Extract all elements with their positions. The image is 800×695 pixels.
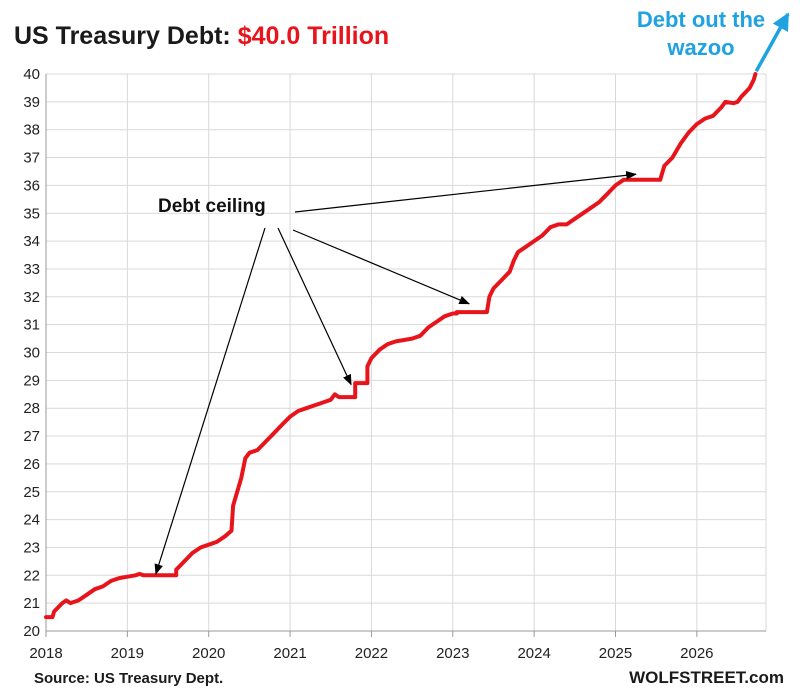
x-tick-label: 2022 bbox=[355, 645, 388, 662]
axes bbox=[45, 74, 766, 637]
gridlines bbox=[45, 73, 767, 632]
y-tick-label: 25 bbox=[23, 484, 40, 501]
y-tick-label: 34 bbox=[23, 233, 40, 250]
brand-logo-text: WOLFSTREET.com bbox=[629, 668, 784, 687]
debt-ceiling-arrow bbox=[154, 227, 266, 575]
y-tick-label: 31 bbox=[23, 317, 40, 334]
chart-title-main: US Treasury Debt: bbox=[14, 22, 231, 50]
x-tick-label: 2019 bbox=[111, 645, 144, 662]
y-tick-label: 39 bbox=[23, 94, 40, 111]
wazoo-line-1: Debt out the bbox=[636, 7, 766, 32]
x-tick-label: 2026 bbox=[680, 645, 713, 662]
x-tick-label: 2021 bbox=[273, 645, 306, 662]
x-tick-label: 2018 bbox=[29, 645, 62, 662]
wazoo-arrow bbox=[754, 12, 790, 73]
y-tick-label: 33 bbox=[23, 261, 40, 278]
debt-line bbox=[44, 72, 758, 620]
x-tick-labels: 2018 2019 2020 2021 2022 2023 2024 2025 2026 bbox=[29, 645, 713, 662]
debt-ceiling-label: Debt ceiling bbox=[158, 196, 266, 217]
source-note: Source: US Treasury Dept. bbox=[34, 670, 224, 687]
y-tick-label: 38 bbox=[23, 122, 40, 139]
y-tick-label: 21 bbox=[23, 595, 40, 612]
debt-ceiling-arrow bbox=[294, 171, 637, 213]
y-tick-label: 35 bbox=[23, 205, 40, 222]
y-tick-label: 28 bbox=[23, 400, 40, 417]
annotation-arrows bbox=[154, 12, 790, 575]
y-tick-label: 36 bbox=[23, 177, 40, 194]
x-tick-label: 2020 bbox=[192, 645, 225, 662]
y-tick-label: 29 bbox=[23, 372, 40, 389]
y-tick-label: 26 bbox=[23, 456, 40, 473]
x-tick-label: 2024 bbox=[517, 645, 550, 662]
wazoo-line-2: wazoo bbox=[667, 35, 735, 60]
wazoo-annotation: Debt out the wazoo bbox=[628, 6, 774, 62]
y-tick-label: 27 bbox=[23, 428, 40, 445]
y-tick-label: 20 bbox=[23, 623, 40, 640]
debt-ceiling-arrow bbox=[292, 229, 471, 305]
x-tick-label: 2023 bbox=[436, 645, 469, 662]
y-tick-label: 37 bbox=[23, 150, 40, 167]
y-tick-label: 32 bbox=[23, 289, 40, 306]
chart-title-highlight: $40.0 Trillion bbox=[237, 22, 390, 50]
y-tick-label: 23 bbox=[23, 539, 40, 556]
y-tick-label: 30 bbox=[23, 345, 40, 362]
chart-title: US Treasury Debt: $40.0 Trillion bbox=[14, 22, 389, 51]
y-tick-labels: 20 21 22 23 24 25 26 27 28 29 30 31 32 33 34 35 36 37 38 39… bbox=[23, 66, 40, 640]
y-tick-label: 40 bbox=[23, 66, 40, 83]
debt-series bbox=[44, 72, 758, 620]
y-tick-label: 22 bbox=[23, 567, 40, 584]
debt-ceiling-arrow bbox=[277, 227, 352, 386]
x-tick-label: 2025 bbox=[599, 645, 632, 662]
y-tick-label: 24 bbox=[23, 512, 40, 529]
